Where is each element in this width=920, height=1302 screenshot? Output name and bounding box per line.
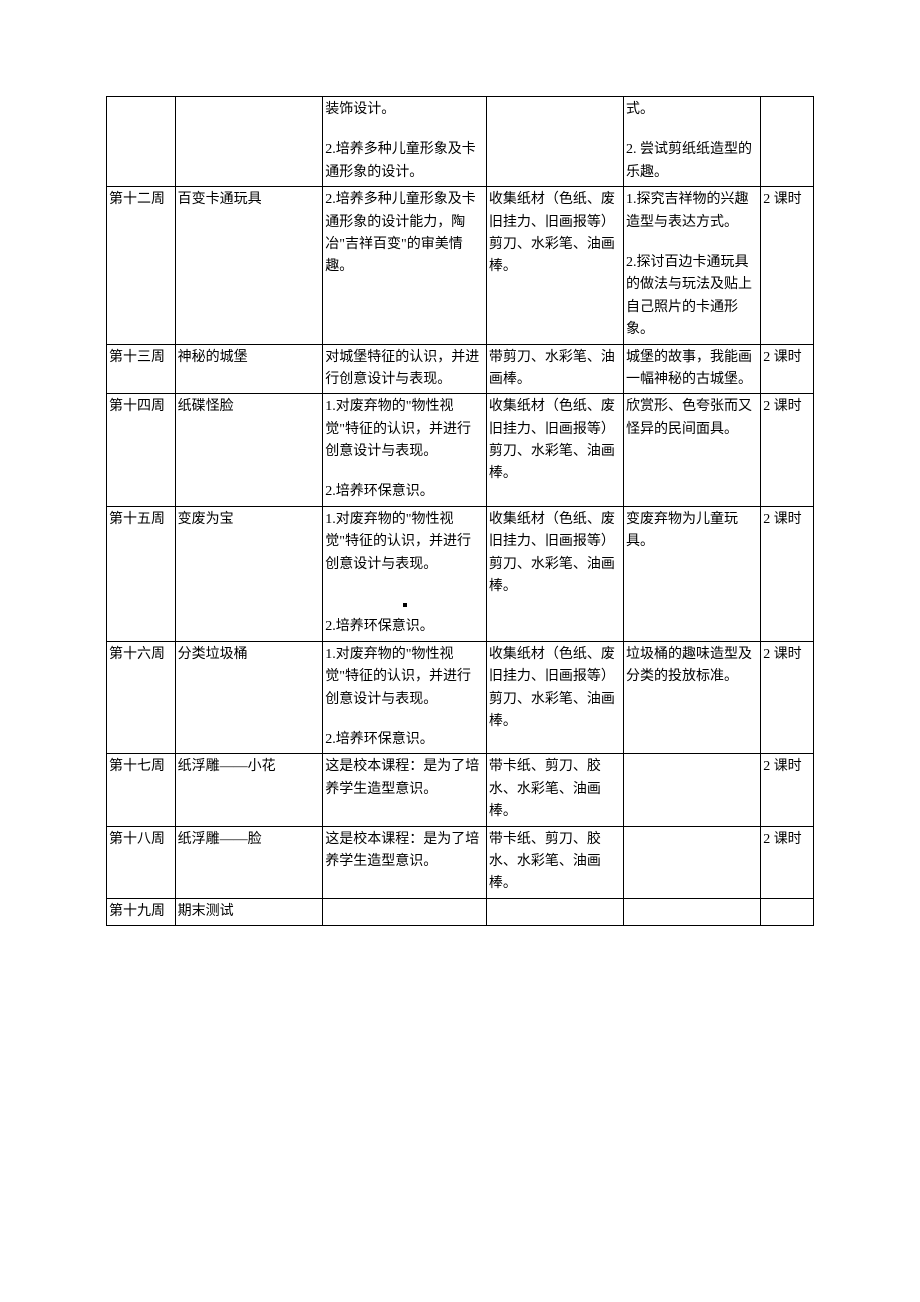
table-row: 第十六周 分类垃圾桶 1.对废弃物的"物性视觉"特征的认识，并进行创意设计与表现… xyxy=(107,641,814,754)
goal-para-1: 1.对废弃物的"物性视觉"特征的认识，并进行创意设计与表现。 xyxy=(325,644,484,711)
cell-time xyxy=(761,898,814,925)
method-para-2: 2.探讨百边卡通玩具的做法与玩法及贴上自己照片的卡通形象。 xyxy=(626,252,758,342)
cell-material: 带卡纸、剪刀、胶水、水彩笔、油画棒。 xyxy=(486,754,623,826)
cell-title: 变废为宝 xyxy=(175,506,323,641)
cell-week: 第十九周 xyxy=(107,898,176,925)
cell-material xyxy=(486,898,623,925)
cell-week: 第十八周 xyxy=(107,826,176,898)
cell-week: 第十三周 xyxy=(107,344,176,394)
goal-para-1: 对城堡特征的认识，并进行创意设计与表现。 xyxy=(325,347,484,392)
method-para-2: 2. 尝试剪纸纸造型的乐趣。 xyxy=(626,139,758,184)
cell-week: 第十四周 xyxy=(107,394,176,507)
cell-material: 收集纸材（色纸、废旧挂力、旧画报等）剪刀、水彩笔、油画棒。 xyxy=(486,394,623,507)
cell-material: 收集纸材（色纸、废旧挂力、旧画报等）剪刀、水彩笔、油画棒。 xyxy=(486,641,623,754)
cell-goal: 装饰设计。 2.培养多种儿童形象及卡通形象的设计。 xyxy=(323,97,487,187)
table-row: 装饰设计。 2.培养多种儿童形象及卡通形象的设计。 式。 2. 尝试剪纸纸造型的… xyxy=(107,97,814,187)
goal-para-1: 1.对废弃物的"物性视觉"特征的认识，并进行创意设计与表现。 xyxy=(325,509,484,576)
cell-title: 纸浮雕——脸 xyxy=(175,826,323,898)
method-para-1: 变废弃物为儿童玩具。 xyxy=(626,509,758,554)
cell-material: 收集纸材（色纸、废旧挂力、旧画报等）剪刀、水彩笔、油画棒。 xyxy=(486,187,623,344)
method-para-1: 欣赏形、色夸张而又怪异的民间面具。 xyxy=(626,396,758,441)
table-row: 第十三周 神秘的城堡 对城堡特征的认识，并进行创意设计与表现。 带剪刀、水彩笔、… xyxy=(107,344,814,394)
cell-title: 纸浮雕——小花 xyxy=(175,754,323,826)
cell-goal: 对城堡特征的认识，并进行创意设计与表现。 xyxy=(323,344,487,394)
cell-material: 带卡纸、剪刀、胶水、水彩笔、油画棒。 xyxy=(486,826,623,898)
cell-week: 第十二周 xyxy=(107,187,176,344)
cell-goal: 2.培养多种儿童形象及卡通形象的设计能力，陶冶"吉祥百变"的审美情趣。 xyxy=(323,187,487,344)
method-para-1: 式。 xyxy=(626,99,758,121)
goal-para-1: 2.培养多种儿童形象及卡通形象的设计能力，陶冶"吉祥百变"的审美情趣。 xyxy=(325,189,484,279)
table-row: 第十四周 纸碟怪脸 1.对废弃物的"物性视觉"特征的认识，并进行创意设计与表现。… xyxy=(107,394,814,507)
cell-title: 分类垃圾桶 xyxy=(175,641,323,754)
goal-para-1: 装饰设计。 xyxy=(325,99,484,121)
dot-icon xyxy=(403,603,407,607)
cell-method xyxy=(624,826,761,898)
cell-time: 2 课时 xyxy=(761,826,814,898)
cell-goal: 1.对废弃物的"物性视觉"特征的认识，并进行创意设计与表现。 2.培养环保意识。 xyxy=(323,641,487,754)
cell-method: 垃圾桶的趣味造型及分类的投放标准。 xyxy=(624,641,761,754)
table-row: 第十五周 变废为宝 1.对废弃物的"物性视觉"特征的认识，并进行创意设计与表现。… xyxy=(107,506,814,641)
cell-title: 纸碟怪脸 xyxy=(175,394,323,507)
cell-method: 式。 2. 尝试剪纸纸造型的乐趣。 xyxy=(624,97,761,187)
cell-title: 百变卡通玩具 xyxy=(175,187,323,344)
cell-method xyxy=(624,898,761,925)
cell-goal xyxy=(323,898,487,925)
cell-material: 收集纸材（色纸、废旧挂力、旧画报等）剪刀、水彩笔、油画棒。 xyxy=(486,506,623,641)
goal-dot-marker xyxy=(325,594,484,616)
cell-time: 2 课时 xyxy=(761,187,814,344)
goal-para-1: 1.对废弃物的"物性视觉"特征的认识，并进行创意设计与表现。 xyxy=(325,396,484,463)
goal-para-2: 2.培养环保意识。 xyxy=(325,481,484,503)
method-para-1: 1.探究吉祥物的兴趣造型与表达方式。 xyxy=(626,189,758,234)
cell-method xyxy=(624,754,761,826)
cell-week: 第十七周 xyxy=(107,754,176,826)
goal-para-2: 2.培养多种儿童形象及卡通形象的设计。 xyxy=(325,139,484,184)
cell-time: 2 课时 xyxy=(761,344,814,394)
table-row: 第十八周 纸浮雕——脸 这是校本课程：是为了培养学生造型意识。 带卡纸、剪刀、胶… xyxy=(107,826,814,898)
cell-week: 第十五周 xyxy=(107,506,176,641)
method-para-1: 城堡的故事，我能画一幅神秘的古城堡。 xyxy=(626,347,758,392)
cell-material xyxy=(486,97,623,187)
cell-goal: 这是校本课程：是为了培养学生造型意识。 xyxy=(323,826,487,898)
cell-title xyxy=(175,97,323,187)
cell-goal: 1.对废弃物的"物性视觉"特征的认识，并进行创意设计与表现。 2.培养环保意识。 xyxy=(323,506,487,641)
table-body: 装饰设计。 2.培养多种儿童形象及卡通形象的设计。 式。 2. 尝试剪纸纸造型的… xyxy=(107,97,814,926)
table-row: 第十二周 百变卡通玩具 2.培养多种儿童形象及卡通形象的设计能力，陶冶"吉祥百变… xyxy=(107,187,814,344)
cell-time: 2 课时 xyxy=(761,394,814,507)
cell-method: 变废弃物为儿童玩具。 xyxy=(624,506,761,641)
cell-goal: 这是校本课程：是为了培养学生造型意识。 xyxy=(323,754,487,826)
cell-time: 2 课时 xyxy=(761,754,814,826)
cell-method: 城堡的故事，我能画一幅神秘的古城堡。 xyxy=(624,344,761,394)
cell-goal: 1.对废弃物的"物性视觉"特征的认识，并进行创意设计与表现。 2.培养环保意识。 xyxy=(323,394,487,507)
cell-week: 第十六周 xyxy=(107,641,176,754)
goal-para-1: 这是校本课程：是为了培养学生造型意识。 xyxy=(325,829,484,874)
cell-week xyxy=(107,97,176,187)
cell-material: 带剪刀、水彩笔、油画棒。 xyxy=(486,344,623,394)
cell-method: 1.探究吉祥物的兴趣造型与表达方式。 2.探讨百边卡通玩具的做法与玩法及贴上自己… xyxy=(624,187,761,344)
method-para-1: 垃圾桶的趣味造型及分类的投放标准。 xyxy=(626,644,758,689)
schedule-table: 装饰设计。 2.培养多种儿童形象及卡通形象的设计。 式。 2. 尝试剪纸纸造型的… xyxy=(106,96,814,926)
cell-title: 期末测试 xyxy=(175,898,323,925)
goal-para-2: 2.培养环保意识。 xyxy=(325,729,484,751)
cell-time xyxy=(761,97,814,187)
table-row: 第十九周 期末测试 xyxy=(107,898,814,925)
goal-para-1: 这是校本课程：是为了培养学生造型意识。 xyxy=(325,756,484,801)
table-row: 第十七周 纸浮雕——小花 这是校本课程：是为了培养学生造型意识。 带卡纸、剪刀、… xyxy=(107,754,814,826)
cell-title: 神秘的城堡 xyxy=(175,344,323,394)
cell-time: 2 课时 xyxy=(761,506,814,641)
cell-time: 2 课时 xyxy=(761,641,814,754)
cell-method: 欣赏形、色夸张而又怪异的民间面具。 xyxy=(624,394,761,507)
goal-para-2: 2.培养环保意识。 xyxy=(325,616,484,638)
